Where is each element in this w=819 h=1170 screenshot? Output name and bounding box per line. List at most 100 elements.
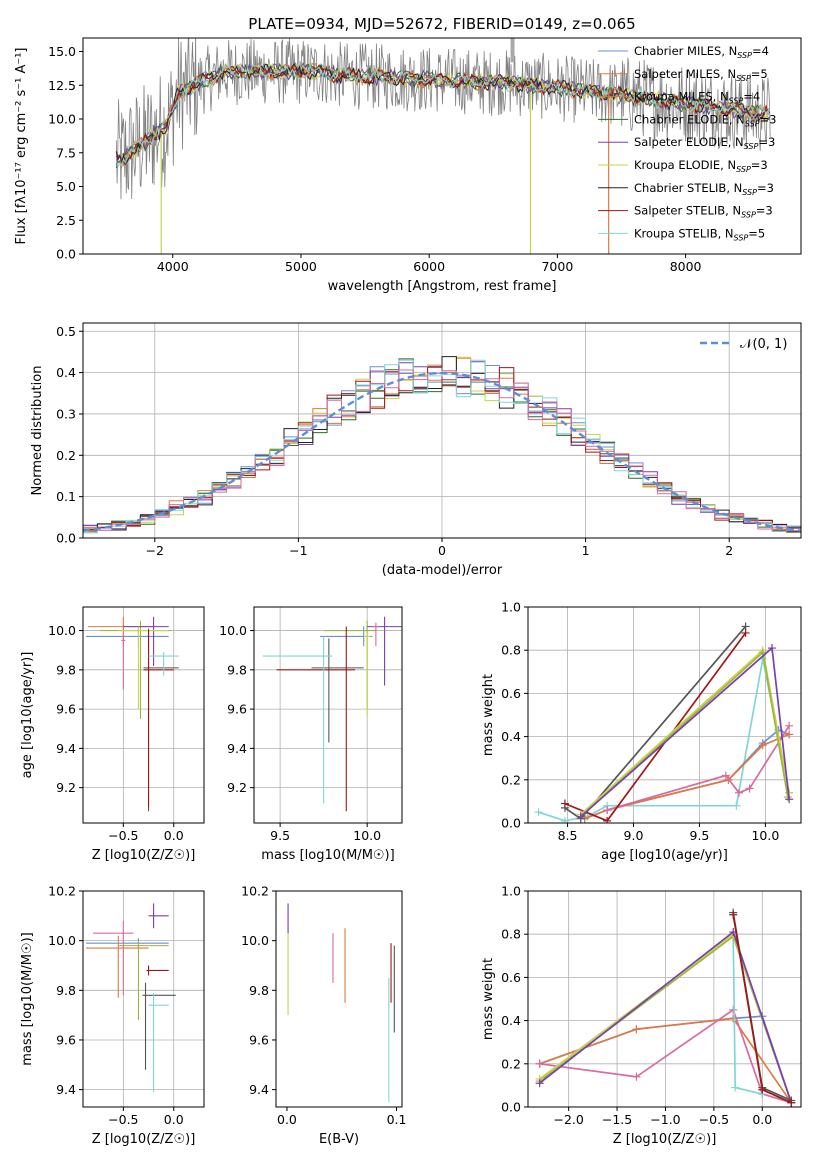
y-tick-label: 12.5 <box>48 78 76 93</box>
y-tick-label: 9.8 <box>56 983 76 998</box>
weight-marker <box>758 741 767 750</box>
weight-marker <box>745 784 754 793</box>
plot-area <box>287 903 395 1103</box>
legend-entry: Chabrier ELODIE, NSSP=3 <box>634 112 776 128</box>
x-axis-label: mass [log10(M/M☉)] <box>261 848 394 863</box>
y-axis-label: Flux [fλ10⁻¹⁷ erg cm⁻² s⁻¹ A⁻¹] <box>14 48 29 245</box>
y-tick-label: 2.5 <box>56 213 76 228</box>
weight-marker <box>535 1059 544 1068</box>
weight-line <box>564 632 747 822</box>
weight-marker <box>729 1005 738 1014</box>
legend-entry: 𝒩(0, 1) <box>740 337 787 352</box>
y-tick-label: 7.5 <box>56 145 76 160</box>
x-axis-label: (data-model)/error <box>382 563 503 578</box>
weight-marker <box>632 1072 641 1081</box>
axes-mass-vs-ebv: 0.0 0.1 9.4 9.6 9.8 10.0 10.2 E(B-V) <box>241 884 406 1148</box>
x-tick-label: 9.5 <box>690 828 710 843</box>
y-tick-label: 0.2 <box>501 772 521 787</box>
plot-area <box>254 607 402 823</box>
y-axis-label: mass [log10(M/M☉)] <box>20 932 35 1065</box>
y-tick-label: 9.2 <box>56 780 76 795</box>
legend-entry: Salpeter ELODIE, NSSP=3 <box>634 135 775 151</box>
axes-residuals: −2 −1 0 1 2 0.0 0.1 0.2 0.3 0.4 0.5 (data-model)/er… <box>30 322 802 578</box>
y-axis-label: mass weight <box>481 674 496 756</box>
y-axis-label: mass weight <box>481 958 496 1040</box>
y-tick-label: 10.2 <box>48 884 76 899</box>
legend: Chabrier MILES, NSSP=4 Salpeter MILES, NS… <box>598 44 776 242</box>
x-tick-label: 9.0 <box>624 828 644 843</box>
x-tick-label: −0.5 <box>699 1112 729 1127</box>
y-tick-label: 9.6 <box>227 702 247 717</box>
weight-marker <box>560 816 569 823</box>
x-tick-label: −0.5 <box>108 1112 138 1127</box>
y-tick-label: 10.0 <box>241 933 269 948</box>
weight-line <box>580 650 789 818</box>
axes-frame <box>82 606 205 824</box>
y-tick-label: 9.4 <box>56 741 76 756</box>
weight-marker <box>534 808 543 817</box>
weight-marker <box>785 795 794 804</box>
axes-spectrum: 4000 5000 6000 7000 8000 0.0 2.5 5.0 7.5 10.0 12.5… <box>14 37 802 294</box>
model-line <box>115 63 771 167</box>
axes-weight-vs-age: 8.5 9.0 9.5 10.0 0.0 0.2 0.4 0.6 0.8 1.0 age [log1… <box>481 600 802 863</box>
weight-marker <box>535 1079 544 1088</box>
axes-frame <box>82 890 205 1108</box>
legend-entry: Chabrier STELIB, NSSP=3 <box>634 181 774 197</box>
weight-marker <box>729 910 738 919</box>
model-line <box>115 64 771 166</box>
x-tick-label: 10.0 <box>353 828 381 843</box>
x-axis-label: age [log10(age/yr)] <box>601 848 728 863</box>
x-tick-label: 0.0 <box>752 1112 772 1127</box>
x-axis-label: E(B-V) <box>319 1132 359 1147</box>
x-tick-label: 6000 <box>413 259 445 274</box>
plot-layer: 4000 5000 6000 7000 80000.02.55.07.510.012.5… <box>14 37 802 1148</box>
x-tick-label: 10.0 <box>751 828 779 843</box>
y-tick-label: 9.2 <box>227 780 247 795</box>
y-tick-label: 0.6 <box>501 686 521 701</box>
x-tick-label: 0.0 <box>277 1112 297 1127</box>
x-tick-label: −2 <box>146 543 164 558</box>
weight-line <box>539 1017 792 1104</box>
weight-marker <box>576 812 585 821</box>
weight-marker <box>787 1098 796 1107</box>
weight-marker <box>560 799 569 808</box>
x-tick-label: 0 <box>438 543 446 558</box>
weight-marker <box>767 644 776 653</box>
x-tick-label: 8.5 <box>558 828 578 843</box>
x-tick-label: 7000 <box>541 259 573 274</box>
y-axis-label: Normed distribution <box>30 366 45 496</box>
x-axis-label: wavelength [Angstrom, rest frame] <box>328 279 557 294</box>
y-tick-label: 10.0 <box>219 623 247 638</box>
y-tick-label: 0.4 <box>501 729 521 744</box>
plot-area <box>528 891 801 1107</box>
y-tick-label: 10.2 <box>241 884 269 899</box>
weight-marker <box>603 816 612 823</box>
plot-area <box>83 607 204 823</box>
histogram-step <box>83 359 801 533</box>
weight-line <box>564 625 747 820</box>
normal-curve <box>83 371 801 532</box>
weight-line <box>732 934 763 1095</box>
y-tick-label: 1.0 <box>501 884 521 899</box>
y-tick-label: 0.8 <box>501 927 521 942</box>
axes-age-vs-mass: 9.5 10.0 9.2 9.4 9.6 9.8 10.0 mass [log10(M/M☉)… <box>219 606 403 863</box>
x-axis-label: Z [log10(Z/Z☉)] <box>92 1132 196 1147</box>
y-tick-label: 9.6 <box>249 1032 269 1047</box>
y-tick-label: 1.0 <box>501 600 521 615</box>
legend-entry: Salpeter MILES, NSSP=5 <box>634 67 768 83</box>
x-tick-label: 8000 <box>670 259 702 274</box>
y-tick-label: 0.0 <box>56 247 76 262</box>
y-tick-label: 0.0 <box>56 531 76 546</box>
y-tick-label: 0.6 <box>501 970 521 985</box>
histogram-step <box>83 358 801 532</box>
weight-marker <box>741 628 750 637</box>
axes-mass-vs-Z: −0.5 0.0 9.4 9.6 9.8 10.0 10.2 Z [log10(Z/Z☉)] m… <box>20 884 205 1147</box>
x-tick-label: −1 <box>289 543 307 558</box>
legend-entry: Kroupa STELIB, NSSP=5 <box>634 226 765 242</box>
legend-entry: Salpeter STELIB, NSSP=3 <box>634 204 773 220</box>
axes-frame <box>527 890 802 1108</box>
y-tick-label: 9.8 <box>56 662 76 677</box>
x-tick-label: 5000 <box>285 259 317 274</box>
weight-marker <box>603 806 612 815</box>
